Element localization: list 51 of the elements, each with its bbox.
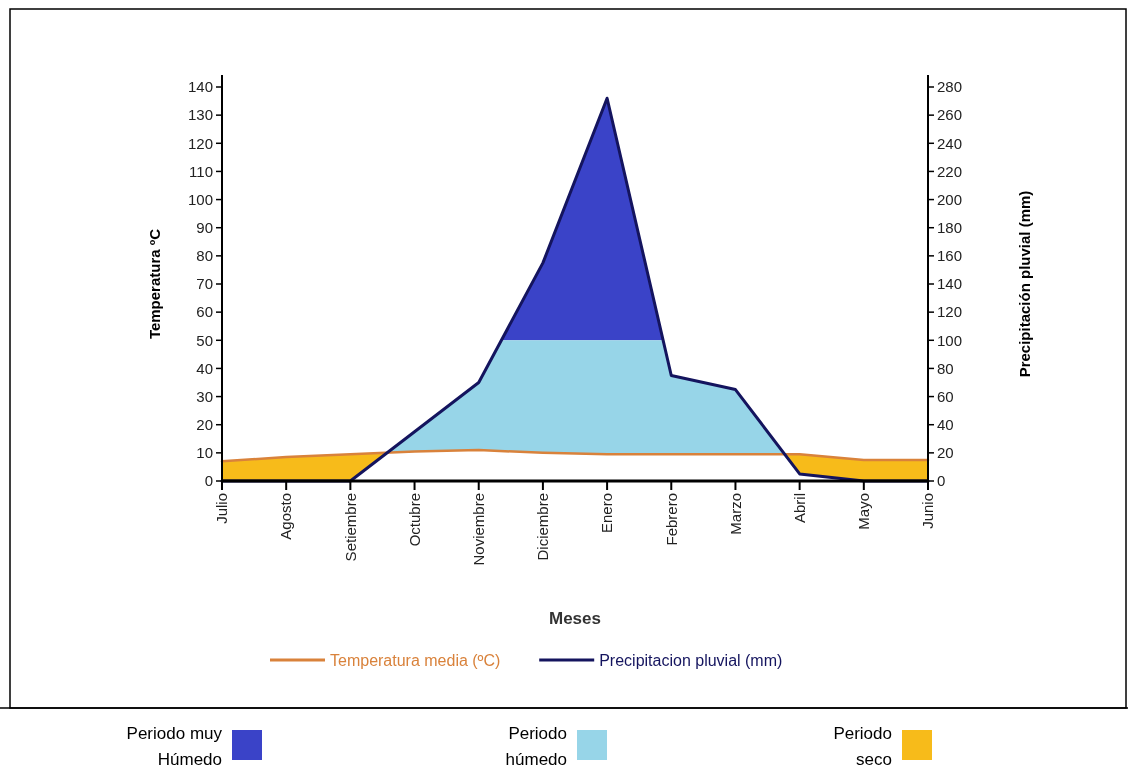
y2-tick-label: 80 [937, 359, 954, 377]
x-tick-label: Junio [919, 493, 937, 529]
y-tick-label: 30 [196, 387, 213, 405]
y2-tick-label: 0 [937, 472, 946, 490]
y-tick-label: 40 [196, 359, 213, 377]
x-tick-label: Setiembre [341, 493, 359, 562]
y-tick-label: 80 [196, 247, 213, 265]
y2-tick-label: 20 [937, 444, 954, 462]
y2-tick-label: 60 [937, 387, 954, 405]
y2-tick-label: 200 [937, 190, 963, 208]
y2-tick-label: 120 [937, 303, 963, 321]
y2-tick-label: 40 [937, 415, 954, 433]
x-tick-label: Noviembre [469, 493, 487, 566]
x-tick-label: Diciembre [534, 493, 552, 561]
x-tick-label: Mayo [855, 493, 873, 530]
y-tick-label: 110 [189, 162, 213, 180]
y-tick-label: 100 [187, 190, 213, 208]
y-tick-label: 0 [204, 472, 213, 490]
y2-tick-label: 140 [937, 275, 963, 293]
line-series [220, 448, 930, 463]
x-tick-label: Agosto [277, 493, 295, 540]
legend-label: Periodo húmedo [505, 723, 567, 769]
text: Precipitacion pluvial (mm) [599, 651, 783, 669]
y2-tick-label: 240 [937, 134, 963, 152]
y-tick-label: 140 [187, 78, 213, 96]
y2-tick-label: 160 [937, 247, 963, 265]
text: Temperatura media (ºC) [330, 651, 501, 669]
x-tick-label: Octubre [405, 493, 423, 547]
x-tick-label: Febrero [662, 493, 680, 546]
legend-label: Periodo seco [833, 723, 892, 769]
y-tick-label: 20 [196, 415, 213, 433]
x-tick-label: Abril [790, 493, 808, 524]
y-axis-title: Temperatura ºC [146, 228, 163, 340]
y-tick-label: 120 [187, 134, 213, 152]
y2-tick-label: 280 [937, 78, 963, 96]
x-tick-label: Julio [213, 493, 231, 524]
y2-axis-title: Precipitación pluvial (mm) [1016, 190, 1033, 378]
x-tick-label: Marzo [726, 493, 744, 535]
x-axis-title: Meses [549, 609, 601, 628]
y2-tick-label: 220 [937, 162, 963, 180]
legend-label: Periodo muy Húmedo [126, 723, 223, 769]
y2-tick-label: 180 [937, 218, 963, 236]
y-tick-label: 60 [196, 303, 213, 321]
y2-tick-label: 100 [937, 331, 963, 349]
y-tick-label: 70 [196, 275, 213, 293]
x-tick-label: Enero [598, 493, 616, 534]
y-tick-label: 10 [196, 444, 213, 462]
y-tick-label: 130 [187, 106, 213, 124]
y2-tick-label: 260 [937, 106, 963, 124]
y-tick-label: 90 [196, 218, 213, 236]
y-tick-label: 50 [196, 331, 213, 349]
